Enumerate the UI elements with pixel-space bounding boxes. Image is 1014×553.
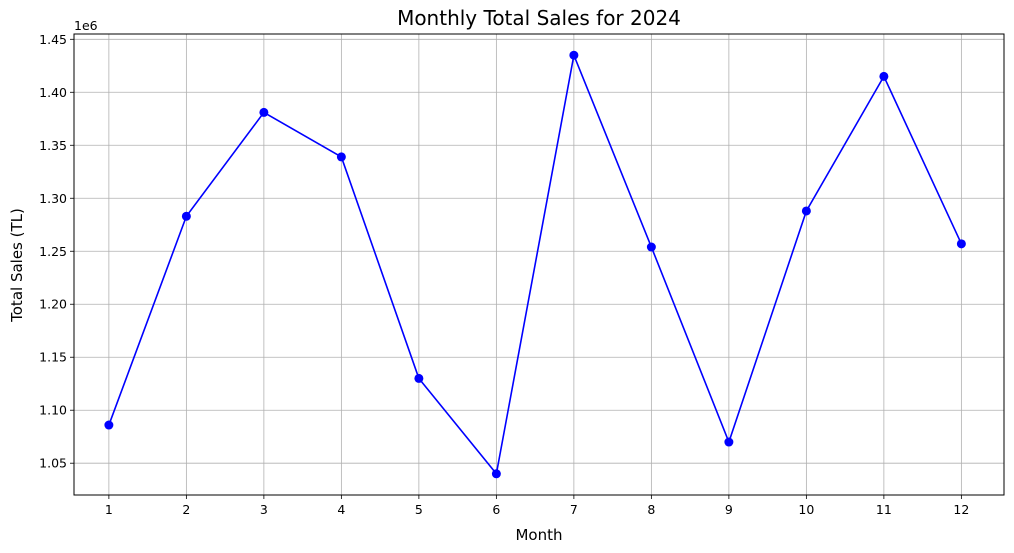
- y-axis-label: Total Sales (TL): [8, 208, 26, 323]
- x-axis-label: Month: [515, 526, 562, 544]
- y-tick-label: 1.25: [39, 244, 67, 259]
- x-tick-label: 1: [105, 502, 113, 517]
- x-tick-label: 9: [725, 502, 733, 517]
- data-point: [569, 50, 579, 60]
- x-tick-label: 7: [570, 502, 578, 517]
- grid: [74, 34, 1004, 495]
- x-tick-label: 5: [415, 502, 423, 517]
- x-tick-label: 2: [182, 502, 190, 517]
- x-tick-label: 3: [260, 502, 268, 517]
- data-point: [414, 373, 424, 383]
- x-tick-label: 4: [337, 502, 345, 517]
- data-point: [879, 71, 889, 81]
- series-layer: [104, 50, 966, 479]
- data-point: [336, 152, 346, 162]
- x-tick-label: 10: [798, 502, 814, 517]
- y-tick-label: 1.40: [39, 85, 67, 100]
- data-point: [181, 211, 191, 221]
- x-tick-label: 8: [647, 502, 655, 517]
- y-tick-label: 1.10: [39, 403, 67, 418]
- data-point: [104, 420, 114, 430]
- series-line: [108, 52, 963, 476]
- x-tick-label: 6: [492, 502, 500, 517]
- y-axis-ticks: 1.05 1.10 1.15 1.20 1.25 1.30 1.35 1.40 1.45: [39, 32, 74, 471]
- x-axis-ticks: 1 2 3 4 5 6 7 8 9 10 11 12: [105, 495, 969, 517]
- chart-title: Monthly Total Sales for 2024: [397, 6, 681, 30]
- x-tick-label: 12: [953, 502, 969, 517]
- y-tick-label: 1.15: [39, 350, 67, 365]
- data-point: [801, 206, 811, 216]
- data-point: [724, 437, 734, 447]
- data-point: [491, 469, 501, 479]
- data-point: [646, 242, 656, 252]
- x-tick-label: 11: [876, 502, 892, 517]
- y-tick-label: 1.45: [39, 32, 67, 47]
- y-axis-offset-label: 1e6: [74, 18, 98, 33]
- plot-area: [74, 34, 1004, 495]
- y-tick-label: 1.35: [39, 138, 67, 153]
- data-point: [956, 239, 966, 249]
- y-tick-label: 1.20: [39, 297, 67, 312]
- plot-frame: [73, 33, 1005, 496]
- y-tick-label: 1.30: [39, 191, 67, 206]
- data-point: [259, 107, 269, 117]
- y-tick-label: 1.05: [39, 456, 67, 471]
